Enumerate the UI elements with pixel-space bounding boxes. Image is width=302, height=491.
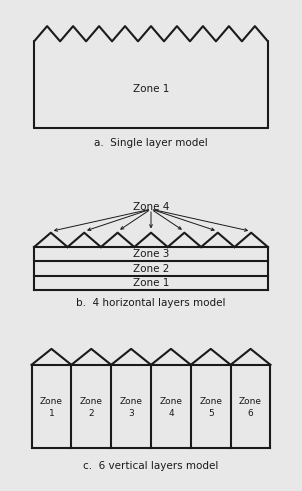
Text: Zone: Zone: [239, 397, 262, 406]
Text: Zone 3: Zone 3: [133, 249, 169, 259]
Text: Zone: Zone: [199, 397, 222, 406]
Text: Zone 1: Zone 1: [133, 84, 169, 94]
Text: 2: 2: [88, 409, 94, 418]
Text: 4: 4: [168, 409, 174, 418]
Text: a.  Single layer model: a. Single layer model: [94, 138, 208, 148]
Text: Zone: Zone: [80, 397, 103, 406]
Text: b.  4 horizontal layers model: b. 4 horizontal layers model: [76, 298, 226, 308]
Text: Zone 1: Zone 1: [133, 278, 169, 288]
Text: Zone: Zone: [40, 397, 63, 406]
Text: 5: 5: [208, 409, 214, 418]
Text: Zone 2: Zone 2: [133, 264, 169, 273]
Text: Zone: Zone: [120, 397, 143, 406]
Text: Zone: Zone: [159, 397, 182, 406]
Text: 6: 6: [248, 409, 253, 418]
Text: 1: 1: [49, 409, 54, 418]
Text: c.  6 vertical layers model: c. 6 vertical layers model: [83, 461, 219, 471]
Text: Zone 4: Zone 4: [133, 202, 169, 212]
Text: 3: 3: [128, 409, 134, 418]
